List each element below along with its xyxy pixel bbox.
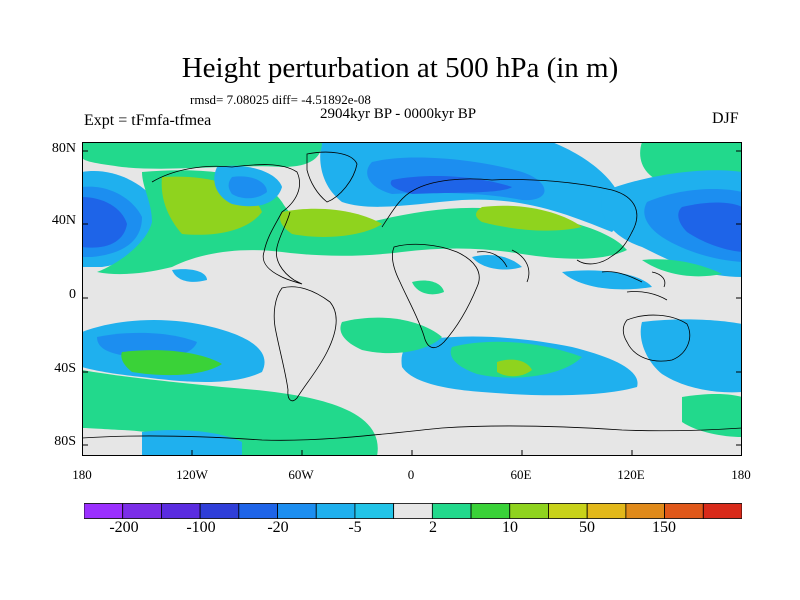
colorbar-box xyxy=(702,503,742,519)
colorbar-box xyxy=(470,503,511,519)
colorbar-boxes xyxy=(84,503,742,519)
colorbar-box xyxy=(84,503,124,519)
south-indian-green xyxy=(450,341,582,378)
height-perturbation-map xyxy=(82,142,742,456)
lat-label-40s: 40S xyxy=(54,361,76,376)
colorbar-box xyxy=(586,503,627,519)
colorbar-box xyxy=(509,503,549,519)
lon-label-0: 0 xyxy=(407,467,415,482)
pacific-east-deep-blue xyxy=(678,202,742,252)
greenland-coast xyxy=(306,151,358,203)
arabia-india-coast xyxy=(476,249,530,283)
antarctic-blue xyxy=(142,430,242,456)
colorbar-box xyxy=(238,503,278,519)
tropic-blue-patch-2 xyxy=(472,255,522,270)
pacific-west-deep-blue xyxy=(82,197,127,248)
colorbar-box xyxy=(431,503,472,519)
lon-label-60w: 60W xyxy=(288,467,314,482)
map-title: Height perturbation at 500 hPa (in m) xyxy=(181,52,619,84)
antarctica-coast xyxy=(82,425,742,441)
south-indian-yellow-green xyxy=(497,359,532,377)
south-pacific-green-belt xyxy=(82,370,378,456)
asia-yellow-green xyxy=(476,205,582,231)
colorbar-box xyxy=(625,503,665,519)
lat-label-eq: 0 xyxy=(69,287,76,302)
lon-label-120w: 120W xyxy=(176,467,208,482)
colorbar-label-m20: -20 xyxy=(267,519,289,536)
se-asia-islands xyxy=(601,271,668,301)
north-america-coast xyxy=(151,164,303,285)
colorbar-box xyxy=(548,503,588,519)
south-america-coast xyxy=(273,286,337,402)
tropic-green-patch-east xyxy=(642,259,722,277)
south-east-blue xyxy=(640,319,742,393)
eurasia-coast xyxy=(381,178,638,265)
south-pacific-bright-green xyxy=(121,350,222,376)
africa-coast xyxy=(392,243,480,349)
colorbar-label-150: 150 xyxy=(652,519,676,536)
australia-coast xyxy=(622,314,691,362)
colorbar-box xyxy=(277,503,317,519)
colorbar-label-m200: -200 xyxy=(109,519,139,536)
colorbar-box xyxy=(199,503,240,519)
colorbar-box xyxy=(664,503,704,519)
south-atlantic-green xyxy=(340,317,442,354)
lat-label-80n: 80N xyxy=(51,141,76,156)
colorbar-box xyxy=(161,503,201,519)
canada-mid-blue xyxy=(228,176,267,199)
colorbar-label-m5: -5 xyxy=(348,519,362,536)
map-ticks xyxy=(82,150,742,456)
atlantic-yellow-green xyxy=(280,208,382,237)
colorbar xyxy=(84,503,742,519)
lat-label-80s: 80S xyxy=(54,434,76,449)
tropic-green-patch-atlantic xyxy=(412,280,444,295)
colorbar-label-m100: -100 xyxy=(186,519,216,536)
colorbar-label-2: 2 xyxy=(429,519,437,536)
colorbar-box xyxy=(122,503,162,519)
tropic-blue-patch-3 xyxy=(562,270,652,290)
lon-label-60e: 60E xyxy=(510,467,532,482)
season-label: DJF xyxy=(712,110,739,127)
tropic-blue-patch-1 xyxy=(172,269,207,282)
period-label: 2904kyr BP - 0000kyr BP xyxy=(320,106,477,122)
shaded-anomaly-fields xyxy=(82,142,742,456)
coastlines xyxy=(82,151,742,441)
europe-deep-blue xyxy=(390,176,512,194)
south-east-green xyxy=(682,393,742,437)
colorbar-label-50: 50 xyxy=(579,519,595,536)
colorbar-box xyxy=(354,503,395,519)
colorbar-label-10: 10 xyxy=(502,519,518,536)
lon-label-180w: 180 xyxy=(72,467,92,482)
arctic-green-patch xyxy=(82,142,322,169)
colorbar-box xyxy=(393,503,433,519)
lat-label-40n: 40N xyxy=(51,213,76,228)
stats-line: rmsd= 7.08025 diff= -4.51892e-08 xyxy=(190,92,371,107)
colorbar-box xyxy=(315,503,356,519)
experiment-label: Expt = tFmfa-tfmea xyxy=(84,112,212,129)
lon-label-120e: 120E xyxy=(617,467,645,482)
lon-label-180e: 180 xyxy=(731,467,751,482)
